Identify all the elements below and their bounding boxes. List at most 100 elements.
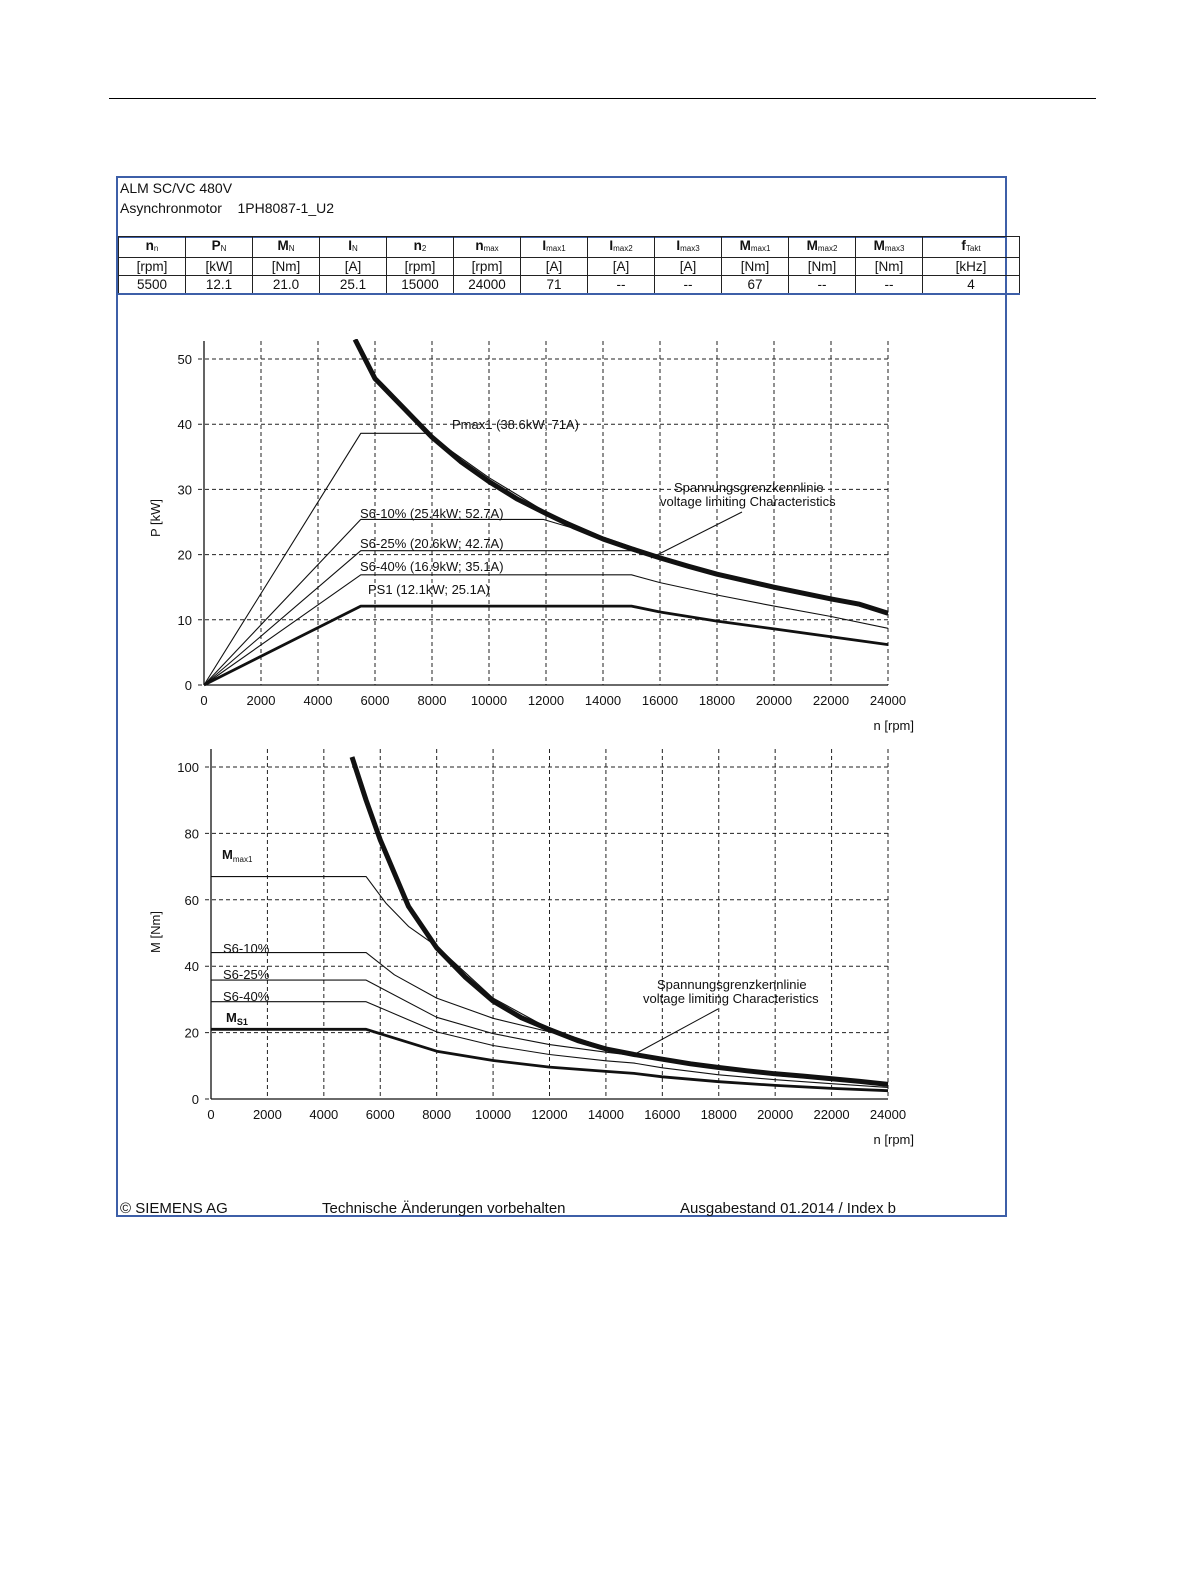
series-line-4 (203, 604, 889, 687)
motor-model-label: 1PH8087-1_U2 (237, 200, 335, 216)
x-tick-label: 0 (207, 1107, 214, 1122)
x-tick-label: 2000 (247, 693, 276, 708)
series-label-s6-10: S6-10% (223, 941, 270, 956)
spec-value: 24000 (453, 275, 521, 295)
series-label-mmax1: Mmax1 (222, 847, 253, 864)
x-tick-label: 6000 (366, 1107, 395, 1122)
x-tick-label: 12000 (531, 1107, 567, 1122)
spec-symbol: MN (252, 236, 320, 258)
series-line-3 (203, 574, 889, 686)
series-label-ps1: PS1 (12.1kW; 25.1A) (368, 582, 490, 597)
x-tick-label: 14000 (588, 1107, 624, 1122)
spec-value: -- (855, 275, 923, 295)
series-label-ms1: MS1 (226, 1010, 248, 1027)
footer-notice: Technische Änderungen vorbehalten (322, 1200, 566, 1217)
motor-type-label: Asynchronmotor (120, 200, 222, 216)
spec-symbol: Mmax2 (788, 236, 856, 258)
spec-table: nn PN MN IN n2 nmax Imax1 Imax2 Imax3 Mmax1 Mmax2 M… (118, 236, 1020, 295)
spec-symbol: IN (319, 236, 387, 258)
x-axis-label: n [rpm] (874, 1132, 914, 1147)
x-tick-label: 4000 (304, 693, 333, 708)
x-tick-label: 22000 (814, 1107, 850, 1122)
spec-value: -- (587, 275, 655, 295)
annotation-voltage-limit-en: voltage limiting Characteristics (643, 991, 819, 1006)
spec-symbol: nn (118, 236, 186, 258)
x-tick-label: 12000 (528, 693, 564, 708)
annotation-voltage-limit-en: voltage limiting Characteristics (660, 494, 836, 509)
y-tick-label: 0 (185, 678, 192, 693)
y-axis-label: M [Nm] (148, 911, 163, 953)
x-tick-label: 2000 (253, 1107, 282, 1122)
spec-unit: [Nm] (855, 257, 923, 276)
spec-symbol: Mmax1 (721, 236, 789, 258)
spec-unit: [A] (319, 257, 387, 276)
series-label-s6-25: S6-25% (20.6kW; 42.7A) (360, 536, 504, 551)
x-tick-label: 16000 (642, 693, 678, 708)
motor-type-row: Asynchronmotor 1PH8087-1_U2 (120, 200, 334, 216)
spec-value: 12.1 (185, 275, 253, 295)
series-label-s6-40: S6-40% (223, 989, 270, 1004)
top-rule (109, 98, 1096, 99)
supply-label: ALM SC/VC 480V (120, 180, 233, 196)
x-tick-label: 4000 (309, 1107, 338, 1122)
spec-symbol: PN (185, 236, 253, 258)
torque-chart: 0 2000 4000 6000 8000 10000 12000 14000 16000 180… (148, 749, 914, 1147)
spec-unit: [A] (654, 257, 722, 276)
spec-unit: [kHz] (922, 257, 1020, 276)
spec-unit: [A] (520, 257, 588, 276)
datasheet-frame: ALM SC/VC 480V Asynchronmotor 1PH8087-1_… (116, 176, 1020, 1217)
spec-symbol: nmax (453, 236, 521, 258)
footer-copyright: © SIEMENS AG (120, 1200, 228, 1217)
series-label-s6-25: S6-25% (223, 967, 270, 982)
y-tick-label: 40 (185, 959, 199, 974)
y-tick-label: 10 (178, 613, 192, 628)
annotation-voltage-limit-de: Spannungsgrenzkennlinie (674, 480, 824, 495)
power-chart: 0 2000 4000 6000 8000 10000 12000 14000 16000 180… (148, 339, 914, 733)
annotation-leader (634, 1008, 719, 1055)
y-tick-label: 30 (178, 482, 192, 497)
spec-symbol: Mmax3 (855, 236, 923, 258)
spec-unit: [rpm] (453, 257, 521, 276)
series-line-5 (349, 756, 889, 1087)
y-tick-label: 0 (192, 1092, 199, 1107)
y-tick-label: 40 (178, 417, 192, 432)
spec-value: 25.1 (319, 275, 387, 295)
x-tick-label: 24000 (870, 693, 906, 708)
series-line-5 (352, 339, 889, 616)
spec-unit: [A] (587, 257, 655, 276)
x-tick-label: 18000 (699, 693, 735, 708)
series-line-4 (211, 1027, 889, 1093)
spec-value: 67 (721, 275, 789, 295)
spec-unit: [kW] (185, 257, 253, 276)
spec-symbol: fTakt (922, 236, 1020, 258)
spec-value: -- (788, 275, 856, 295)
y-axis-label: P [kW] (148, 499, 163, 537)
annotation-leader (650, 511, 743, 559)
spec-value: 21.0 (252, 275, 320, 295)
spec-value: 15000 (386, 275, 454, 295)
spec-unit: [Nm] (788, 257, 856, 276)
x-tick-label: 10000 (471, 693, 507, 708)
spec-unit-row: [rpm] [kW] [Nm] [A] [rpm] [rpm] [A] [A] [A] [Nm][… (118, 257, 1020, 276)
spec-value: 5500 (118, 275, 186, 295)
spec-unit: [rpm] (118, 257, 186, 276)
spec-value-row: 5500 12.1 21.0 25.1 15000 24000 71 -- -- 67 -- -- 4 (118, 275, 1020, 295)
x-tick-label: 24000 (870, 1107, 906, 1122)
x-tick-label: 8000 (418, 693, 447, 708)
x-tick-label: 0 (200, 693, 207, 708)
spec-unit: [Nm] (252, 257, 320, 276)
y-tick-label: 100 (177, 760, 199, 775)
spec-value: 71 (520, 275, 588, 295)
y-tick-label: 80 (185, 826, 199, 841)
spec-symbol: Imax1 (520, 236, 588, 258)
spec-unit: [Nm] (721, 257, 789, 276)
spec-symbol: n2 (386, 236, 454, 258)
spec-value: 4 (922, 275, 1020, 295)
series-label-pmax1: Pmax1 (38.6kW; 71A) (452, 417, 579, 432)
spec-value: -- (654, 275, 722, 295)
x-axis-label: n [rpm] (874, 718, 914, 733)
spec-unit: [rpm] (386, 257, 454, 276)
y-tick-label: 60 (185, 893, 199, 908)
y-tick-label: 20 (185, 1026, 199, 1041)
spec-symbol-row: nn PN MN IN n2 nmax Imax1 Imax2 Imax3 Mmax1 Mmax2 M… (118, 236, 1020, 258)
